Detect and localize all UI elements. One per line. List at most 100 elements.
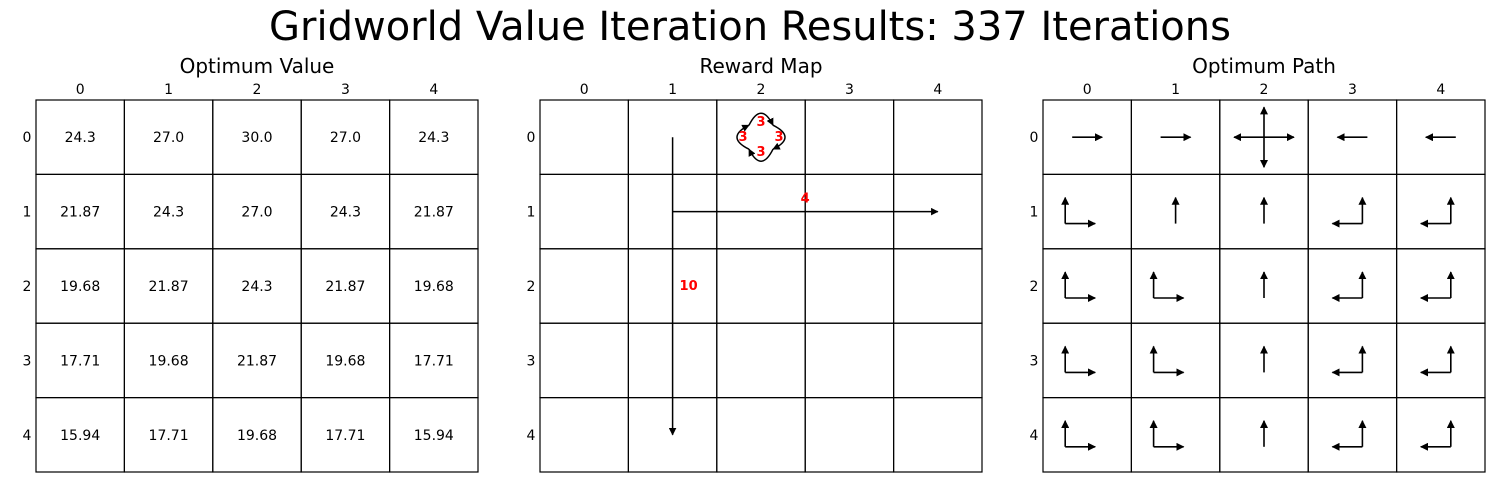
grid-cell [1395, 397, 1486, 473]
cell-value: 19.68 [60, 279, 100, 295]
col-tick-label: 1 [1171, 82, 1180, 98]
reward-loop-arrow [736, 124, 750, 150]
reward-label: 10 [680, 279, 698, 294]
grid-cell [892, 99, 983, 176]
col-tick-label: 1 [164, 82, 173, 98]
grid-cell [1307, 397, 1398, 473]
grid-cell [389, 397, 479, 473]
row-tick-label: 1 [527, 205, 536, 221]
row-tick-label: 3 [23, 353, 32, 369]
grid-cell [804, 322, 895, 399]
grid-cell [1042, 397, 1133, 473]
grid-cell [1042, 322, 1133, 399]
row-tick-label: 0 [1030, 130, 1039, 146]
cell-value: 21.87 [60, 205, 100, 221]
grid-cell [539, 397, 630, 473]
row-tick-label: 3 [1030, 353, 1039, 369]
reward-label: 4 [801, 192, 810, 207]
grid-cell [539, 248, 630, 324]
grid-cell [804, 397, 895, 473]
col-tick-label: 0 [76, 82, 85, 98]
grid-cell [1130, 322, 1221, 399]
reward-label: 3 [756, 145, 765, 160]
row-tick-label: 2 [1030, 279, 1039, 295]
panel-optimum-value: Optimum Value 0 1 2 3 4 0 1 2 3 4 24.3 27.0 30.0 27.0 2… [23, 54, 479, 473]
grid-cell [716, 322, 806, 399]
grid-cell [1307, 322, 1398, 399]
grid-cell [539, 99, 630, 176]
panel-title: Optimum Path [1192, 54, 1336, 78]
panel-optimum-path: Optimum Path 0 1 2 3 4 0 1 2 3 4 [1030, 54, 1486, 473]
grid-cell [1042, 248, 1133, 324]
col-tick-label: 2 [253, 82, 262, 98]
panel-title: Reward Map [699, 54, 822, 78]
col-tick-label: 0 [1083, 82, 1092, 98]
cell-value: 24.3 [65, 130, 96, 146]
grid-cell [539, 322, 630, 399]
cell-value: 19.68 [237, 428, 277, 444]
row-tick-label: 1 [1030, 205, 1039, 221]
col-tick-label: 3 [845, 82, 854, 98]
cell-value: 24.3 [241, 279, 272, 295]
row-tick-label: 0 [23, 130, 32, 146]
grid-cell [1042, 173, 1133, 250]
cell-value: 27.0 [330, 130, 361, 146]
col-tick-label: 4 [933, 82, 942, 98]
grid-cell [1395, 173, 1486, 250]
row-tick-label: 0 [527, 130, 536, 146]
grid-cell [1307, 173, 1398, 250]
row-tick-label: 4 [527, 428, 536, 444]
panel-title: Optimum Value [180, 54, 335, 78]
grid-cell [716, 248, 806, 324]
cell-value: 21.87 [149, 279, 189, 295]
row-tick-label: 2 [23, 279, 32, 295]
col-tick-label: 3 [1348, 82, 1357, 98]
cell-value: 21.87 [237, 353, 277, 369]
row-tick-label: 4 [23, 428, 32, 444]
cell-value: 24.3 [330, 205, 361, 221]
grid-cell [716, 397, 806, 473]
grid-cell [892, 397, 983, 473]
cell-value: 15.94 [414, 428, 454, 444]
cell-value: 17.71 [149, 428, 189, 444]
grid-cell [892, 322, 983, 399]
reward-loop-arrow [772, 124, 786, 150]
grid-cell [1130, 397, 1221, 473]
grid-cell [804, 248, 895, 324]
col-tick-label: 2 [757, 82, 766, 98]
col-tick-label: 4 [429, 82, 438, 98]
grid-cell [1395, 322, 1486, 399]
cell-value: 27.0 [241, 205, 272, 221]
grid-cell [716, 99, 806, 176]
reward-label: 3 [756, 115, 765, 130]
col-tick-label: 0 [580, 82, 589, 98]
cell-value: 21.87 [325, 279, 365, 295]
grid-cell [1395, 248, 1486, 324]
grid-cell [892, 248, 983, 324]
cell-value: 17.71 [414, 353, 454, 369]
reward-label: 3 [774, 130, 783, 145]
col-tick-label: 4 [1436, 82, 1445, 98]
grid-cell [804, 99, 895, 176]
cell-value: 19.68 [325, 353, 365, 369]
col-tick-label: 2 [1260, 82, 1269, 98]
grid-cell [539, 173, 630, 250]
row-tick-label: 3 [527, 353, 536, 369]
cell-value: 24.3 [418, 130, 449, 146]
cell-value: 21.87 [414, 205, 454, 221]
cell-value: 17.71 [60, 353, 100, 369]
cell-value: 27.0 [153, 130, 184, 146]
grid-cell [1307, 248, 1398, 324]
cell-value: 19.68 [414, 279, 454, 295]
cell-value: 19.68 [149, 353, 189, 369]
row-tick-label: 4 [1030, 428, 1039, 444]
grid-cell [1130, 248, 1221, 324]
cell-value: 24.3 [153, 205, 184, 221]
reward-label: 3 [738, 130, 747, 145]
cell-value: 15.94 [60, 428, 100, 444]
figure-title: Gridworld Value Iteration Results: 337 I… [269, 4, 1231, 50]
cell-value: 30.0 [241, 130, 272, 146]
col-tick-label: 1 [668, 82, 677, 98]
